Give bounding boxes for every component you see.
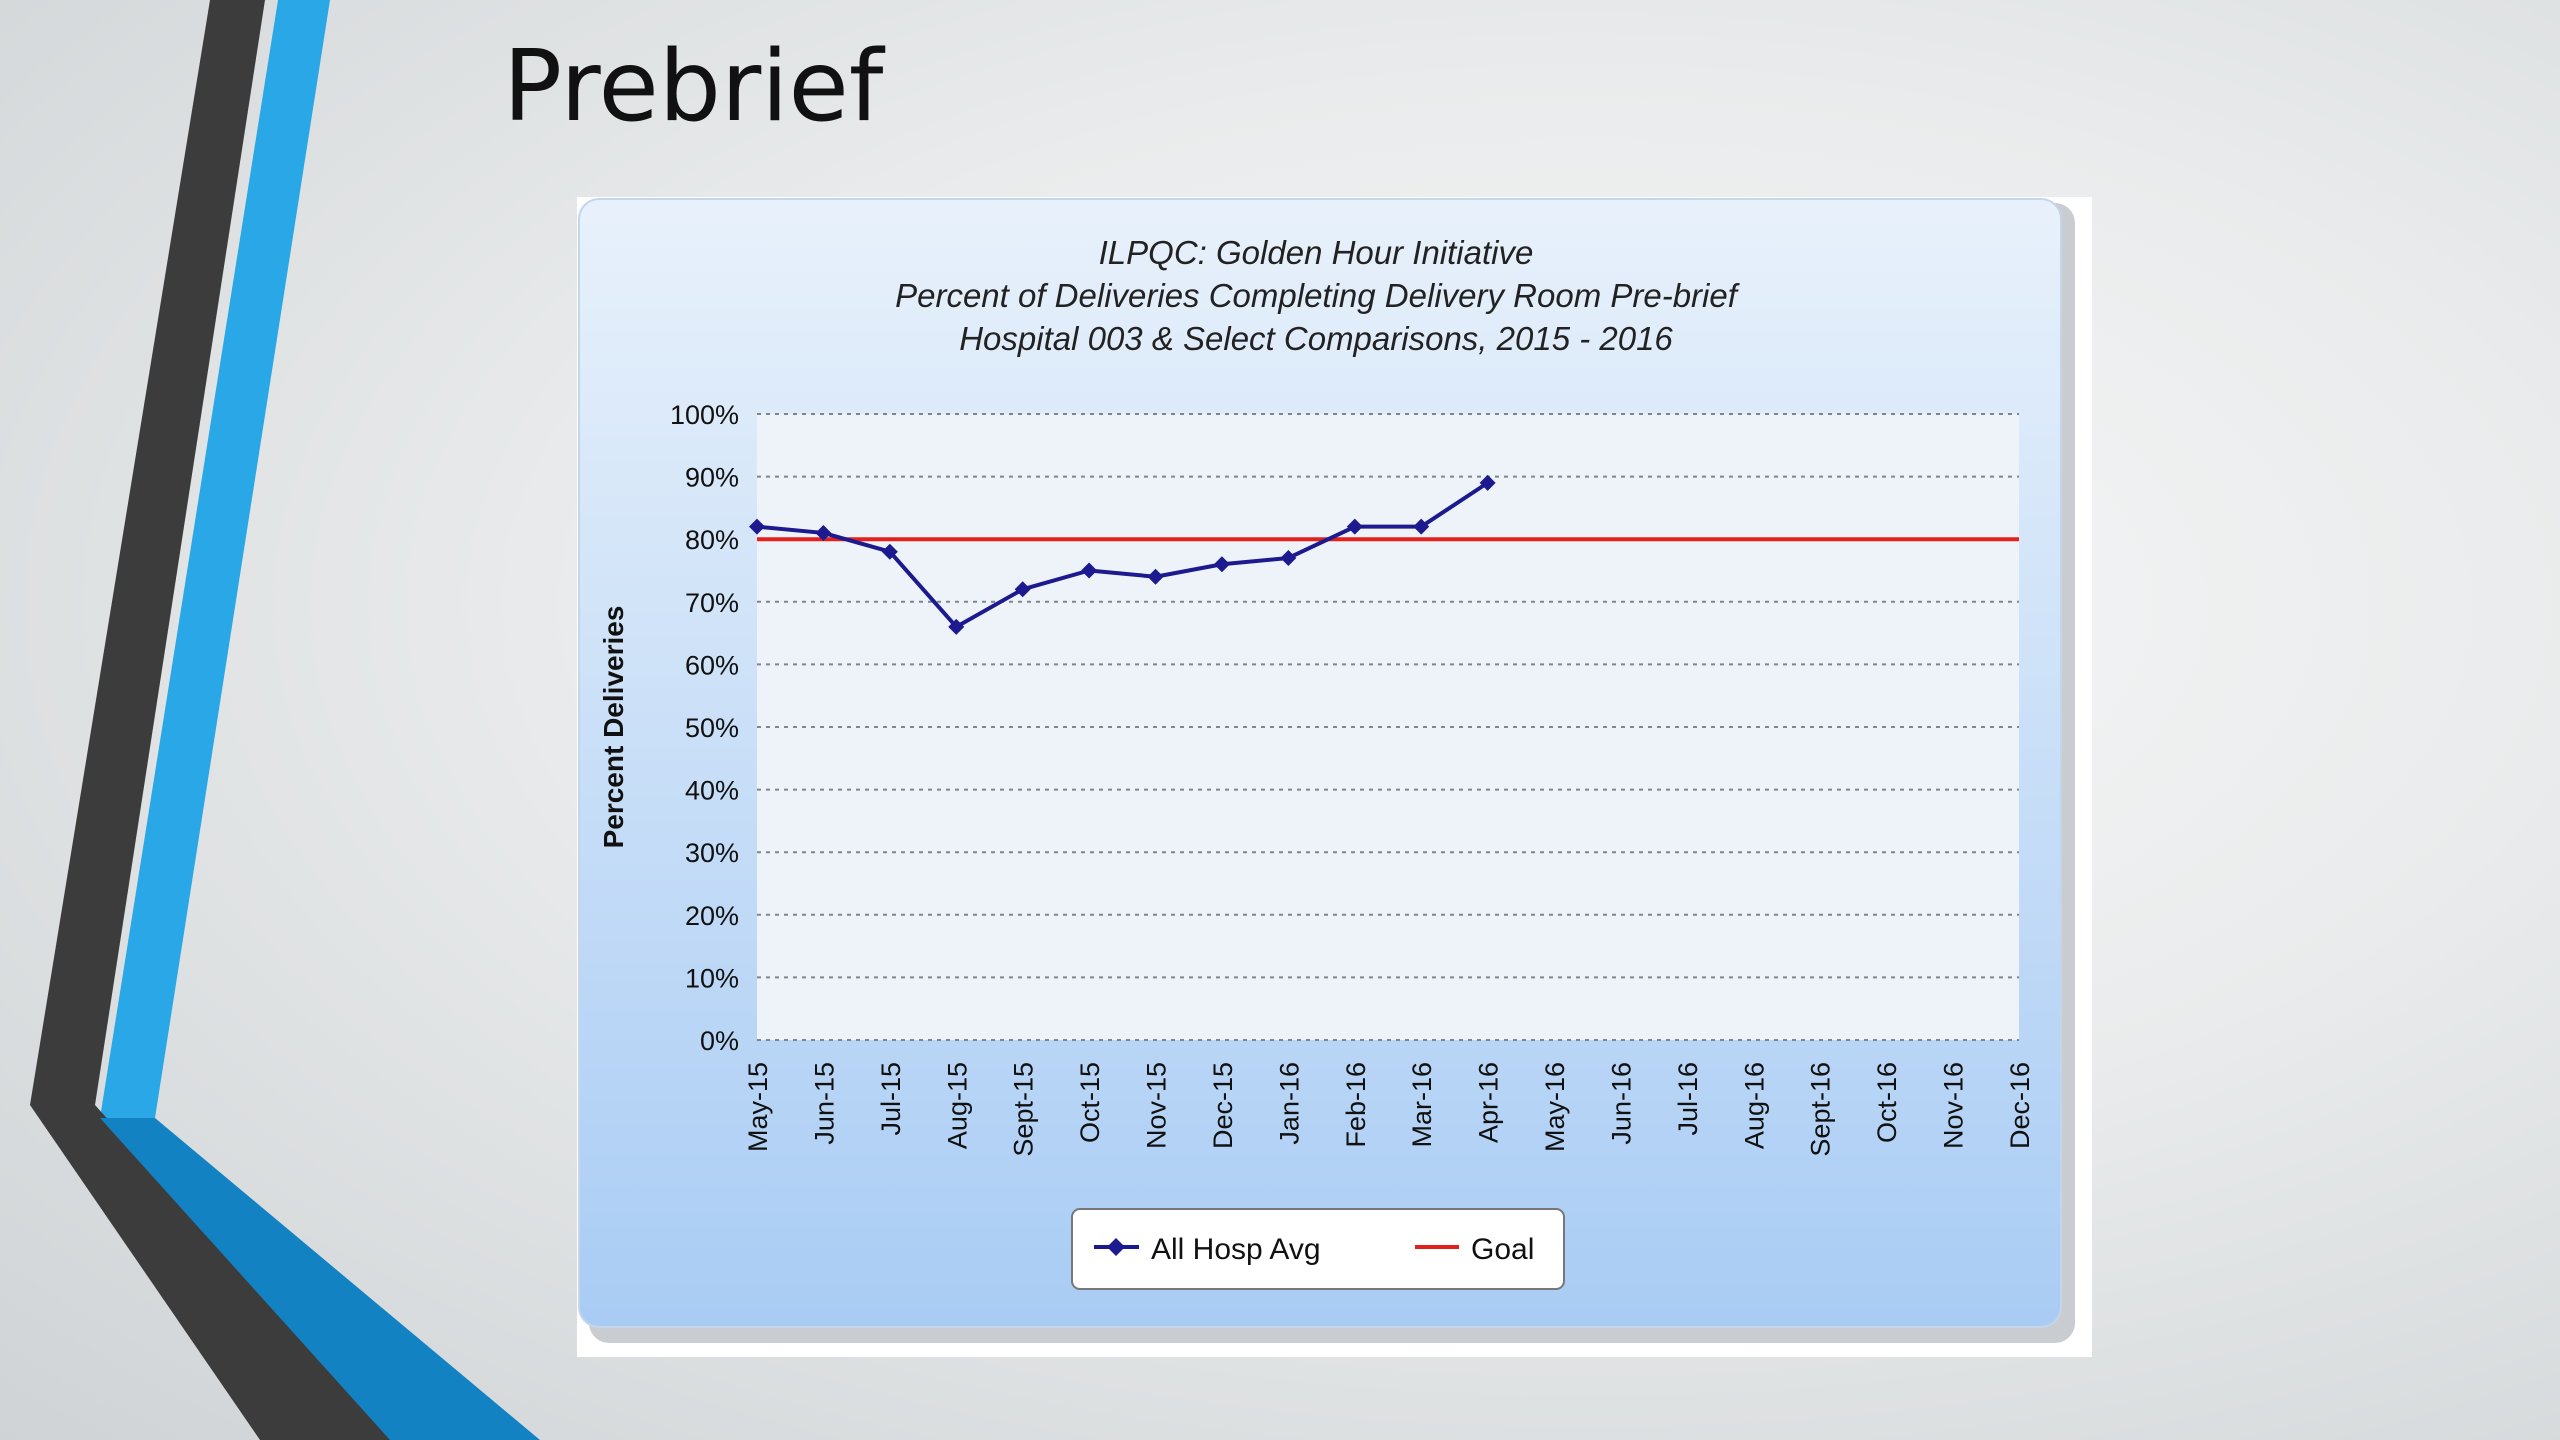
legend: All Hosp Avg Goal [1071, 1208, 1565, 1290]
x-tick-label: Feb-16 [1341, 1062, 1371, 1148]
x-tick-label: Jan-16 [1274, 1062, 1304, 1145]
y-tick-label: 70% [685, 588, 739, 618]
y-tick-label: 20% [685, 901, 739, 931]
x-tick-label: May-15 [743, 1062, 773, 1152]
all-hosp-avg-point [881, 543, 898, 560]
x-tick-label: Oct-15 [1075, 1062, 1105, 1143]
all-hosp-avg-point [1147, 568, 1164, 585]
all-hosp-avg-line [756, 481, 1489, 629]
legend-label-goal: Goal [1471, 1233, 1534, 1266]
x-tick-label: Sept-16 [1806, 1062, 1836, 1157]
x-tick-labels: May-15 Jun-15 Jul-15 Aug-15 Sept-15 Oct-15 Nov… [743, 1062, 2035, 1157]
y-axis-label: Percent Deliveries [598, 606, 629, 849]
legend-label-all-hosp-avg: All Hosp Avg [1151, 1233, 1321, 1266]
chart: ILPQC: Golden Hour Initiative Percent of… [578, 198, 2075, 1343]
all-hosp-avg-point [1280, 549, 1297, 566]
all-hosp-avg-point [1014, 581, 1031, 598]
all-hosp-avg-point [1479, 474, 1496, 491]
x-tick-label: Sept-15 [1009, 1062, 1039, 1157]
x-tick-label: Nov-16 [1939, 1062, 1969, 1149]
x-tick-label: Jul-15 [876, 1062, 906, 1136]
chart-subtitle-line-1: Percent of Deliveries Completing Deliver… [895, 277, 1741, 314]
x-tick-label: Apr-16 [1474, 1062, 1504, 1143]
legend-marker-all-hosp-avg [1107, 1238, 1125, 1256]
dark-wedge [30, 1105, 395, 1440]
y-tick-label: 10% [685, 963, 739, 993]
x-tick-label: Jun-16 [1606, 1062, 1636, 1145]
x-tick-label: Nov-15 [1142, 1062, 1172, 1149]
chart-subtitle-line-2: Hospital 003 & Select Comparisons, 2015 … [959, 320, 1673, 357]
legend-box [1071, 1208, 1565, 1290]
y-tick-label: 40% [685, 776, 739, 806]
slide-title: Prebrief [503, 30, 884, 144]
y-tick-labels: 0% 10% 20% 30% 40% 50% 60% 70% 80% 90% 100% [670, 400, 739, 1056]
series-layer [749, 474, 2019, 635]
x-tick-label: Dec-16 [2005, 1062, 2035, 1149]
dark-stripe [30, 0, 265, 1105]
y-tick-label: 0% [700, 1026, 739, 1056]
y-tick-label: 90% [685, 463, 739, 493]
blue-wedge [100, 1118, 540, 1440]
x-tick-label: Jul-16 [1673, 1062, 1703, 1136]
y-tick-label: 80% [685, 525, 739, 555]
x-tick-label: Aug-15 [942, 1062, 972, 1149]
x-tick-label: Oct-16 [1872, 1062, 1902, 1143]
x-tick-label: May-16 [1540, 1062, 1570, 1152]
all-hosp-avg-point [1413, 518, 1430, 535]
y-tick-label: 30% [685, 838, 739, 868]
all-hosp-avg-point [1213, 556, 1230, 573]
x-tick-label: Aug-16 [1739, 1062, 1769, 1149]
all-hosp-avg-point [1346, 518, 1363, 535]
chart-title: ILPQC: Golden Hour Initiative [1099, 234, 1534, 271]
all-hosp-avg-point [948, 618, 965, 635]
all-hosp-avg-point [1081, 562, 1098, 579]
y-tick-label: 50% [685, 713, 739, 743]
blue-stripe [100, 0, 330, 1118]
x-tick-label: Mar-16 [1407, 1062, 1437, 1148]
x-tick-label: Dec-15 [1208, 1062, 1238, 1149]
chart-card: ILPQC: Golden Hour Initiative Percent of… [577, 197, 2092, 1357]
y-tick-label: 100% [670, 400, 739, 430]
x-tick-label: Jun-15 [809, 1062, 839, 1145]
y-tick-label: 60% [685, 650, 739, 680]
all-hosp-avg-point [815, 524, 832, 541]
all-hosp-avg-point [749, 518, 765, 535]
